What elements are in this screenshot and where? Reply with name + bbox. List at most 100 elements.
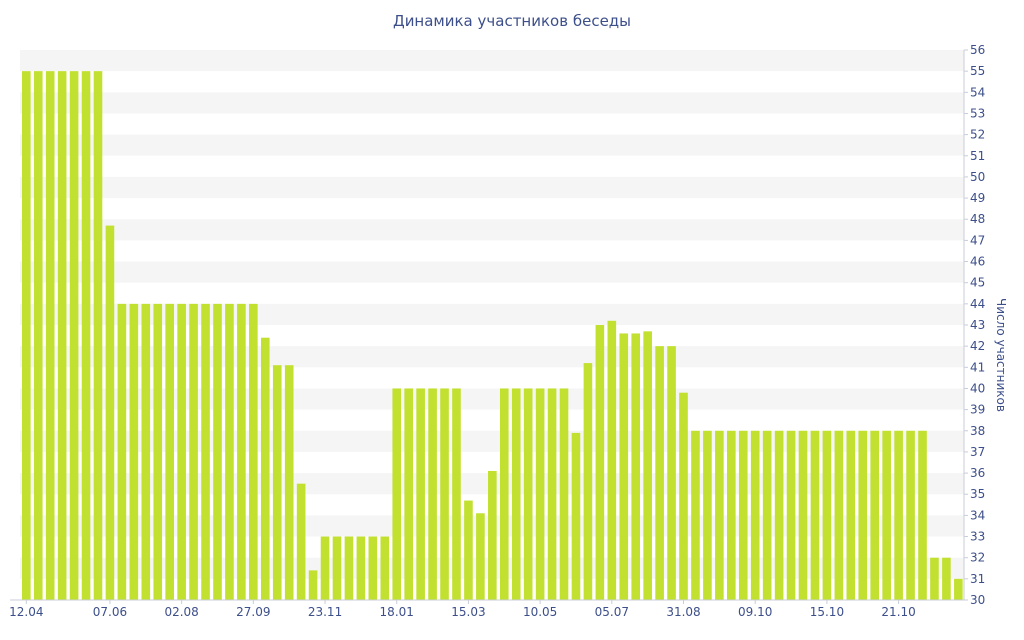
x-axis: 12.04 07.06 02.08 27.09 23.11 18.01 15.03 10.05…	[9, 599, 964, 619]
bar	[607, 320, 617, 600]
y-tick-label: 47	[970, 233, 985, 247]
bar	[213, 303, 222, 600]
bar	[344, 536, 354, 600]
bar	[571, 432, 581, 600]
bar	[416, 388, 425, 600]
bar	[141, 303, 151, 600]
bar	[511, 388, 521, 600]
bar	[81, 71, 91, 600]
y-tick-label: 51	[970, 149, 985, 163]
x-tick-label: 27.09	[236, 605, 270, 619]
bar	[774, 430, 784, 600]
bar	[798, 430, 808, 600]
bar	[822, 430, 832, 600]
y-tick-label: 38	[970, 424, 985, 438]
y-tick-label: 56	[970, 43, 985, 57]
bar	[667, 346, 676, 600]
x-tick-label: 02.08	[164, 605, 198, 619]
y-tick-label: 55	[970, 64, 985, 78]
y-tick-label: 37	[970, 445, 985, 459]
bar	[105, 225, 115, 601]
y-tick-label: 32	[970, 551, 985, 565]
y-tick-label: 45	[970, 276, 985, 290]
y-axis: 30 31 32 33 34 35 36 37 38 39 40 41 42 43 44 45 46 47 48 49…	[963, 43, 985, 607]
bar	[846, 430, 856, 600]
grid-band	[20, 176, 964, 199]
bar	[237, 303, 246, 600]
y-tick-label: 34	[970, 508, 985, 522]
bar	[129, 303, 139, 600]
bar	[284, 365, 294, 600]
chart-title: Динамика участников беседы	[392, 12, 632, 30]
bar	[619, 333, 629, 600]
bar	[810, 430, 820, 600]
y-tick-label: 50	[970, 170, 985, 184]
bar	[930, 557, 939, 600]
bar	[260, 337, 270, 600]
bar	[870, 430, 880, 600]
bar	[535, 388, 545, 600]
bar	[499, 388, 509, 600]
bar	[631, 333, 641, 600]
bar	[69, 71, 79, 600]
bar	[356, 536, 366, 600]
x-tick-label: 05.07	[595, 605, 629, 619]
bar	[22, 71, 31, 600]
x-tick-label: 21.10	[881, 605, 915, 619]
bar	[308, 570, 318, 600]
y-tick-label: 44	[970, 297, 985, 311]
bar	[404, 388, 413, 600]
bar	[942, 557, 951, 600]
x-tick-label: 10.05	[523, 605, 557, 619]
bar	[380, 536, 390, 600]
x-tick-label: 07.06	[93, 605, 127, 619]
bar	[272, 365, 282, 600]
y-tick-label: 48	[970, 212, 985, 226]
y-tick-label: 49	[970, 191, 985, 205]
bar	[679, 392, 688, 600]
bar	[894, 430, 903, 600]
bar	[750, 430, 760, 600]
y-tick-label: 39	[970, 403, 985, 417]
y-tick-label: 41	[970, 360, 985, 374]
bar	[858, 430, 868, 600]
y-tick-label: 36	[970, 466, 985, 480]
y-tick-label: 46	[970, 255, 985, 269]
x-tick-label: 23.11	[308, 605, 342, 619]
bar	[488, 470, 497, 600]
bar	[882, 430, 891, 600]
y-tick-label: 52	[970, 128, 985, 142]
bar	[57, 71, 67, 600]
bar	[368, 536, 378, 600]
bar	[559, 388, 569, 600]
bar	[153, 303, 163, 600]
bar	[392, 388, 402, 600]
bar	[452, 388, 461, 600]
bar	[834, 430, 844, 600]
bar	[727, 430, 736, 600]
bar	[715, 430, 724, 600]
x-tick-label: 15.03	[451, 605, 485, 619]
bar	[464, 500, 473, 600]
grid-band	[20, 134, 964, 156]
grid-band	[20, 219, 964, 241]
bar	[703, 430, 712, 600]
x-tick-label: 09.10	[738, 605, 772, 619]
bar	[249, 303, 258, 600]
bar	[476, 513, 485, 600]
bar	[225, 303, 234, 600]
y-tick-label: 43	[970, 318, 985, 332]
y-tick-label: 30	[970, 593, 985, 607]
x-tick-label: 12.04	[9, 605, 43, 619]
bar	[165, 303, 174, 600]
bar	[595, 325, 605, 600]
bar	[33, 71, 43, 600]
bar	[117, 303, 127, 600]
bar	[320, 536, 330, 600]
grid-band	[20, 261, 964, 283]
bar	[523, 388, 533, 600]
bar	[440, 388, 449, 600]
bar	[786, 430, 796, 600]
